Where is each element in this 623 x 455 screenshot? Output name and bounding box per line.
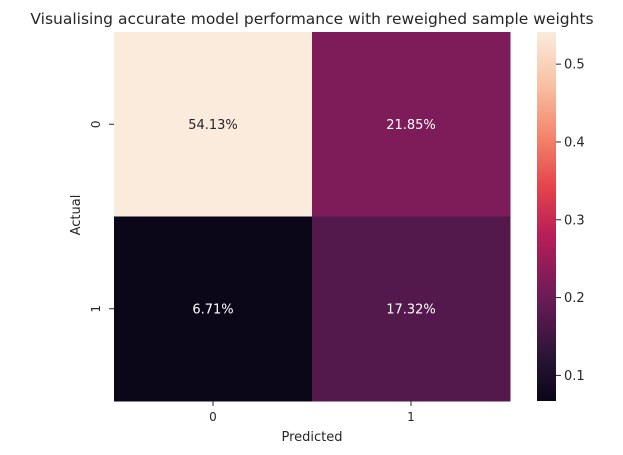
x-tick-label: 0 xyxy=(209,410,217,424)
cell-label-0-1: 21.85% xyxy=(386,118,436,133)
heatmap-cell-1-1 xyxy=(312,216,511,402)
heatmap-cell-0-1 xyxy=(312,32,511,217)
x-axis-label: Predicted xyxy=(281,430,342,445)
y-axis-label: Actual xyxy=(69,195,84,236)
colorbar-tick-label: 0.3 xyxy=(564,213,585,228)
cell-label-1-1: 17.32% xyxy=(386,302,436,317)
heatmap-cell-1-0 xyxy=(114,216,313,402)
y-tick-label: 1 xyxy=(89,305,103,313)
chart-title: Visualising accurate model performance w… xyxy=(30,10,593,28)
y-axis-ticks: 01 xyxy=(89,120,114,313)
x-tick-label: 1 xyxy=(407,410,415,424)
colorbar-tick-label: 0.2 xyxy=(564,291,585,306)
colorbar-ticks: 0.1 0.2 0.3 0.4 0.5 xyxy=(556,58,585,384)
cell-label-0-0: 54.13% xyxy=(188,118,238,133)
heatmap-cell-0-0 xyxy=(114,32,313,217)
heatmap-cell-labels: 54.13% 21.85% 6.71% 17.32% xyxy=(188,118,436,318)
colorbar xyxy=(537,32,556,401)
colorbar-tick-label: 0.4 xyxy=(564,135,585,150)
y-tick-label: 0 xyxy=(89,120,103,128)
cell-label-1-0: 6.71% xyxy=(192,302,233,317)
heatmap-cells xyxy=(114,32,511,402)
colorbar-tick-label: 0.1 xyxy=(564,369,585,384)
colorbar-tick-label: 0.5 xyxy=(564,58,585,73)
